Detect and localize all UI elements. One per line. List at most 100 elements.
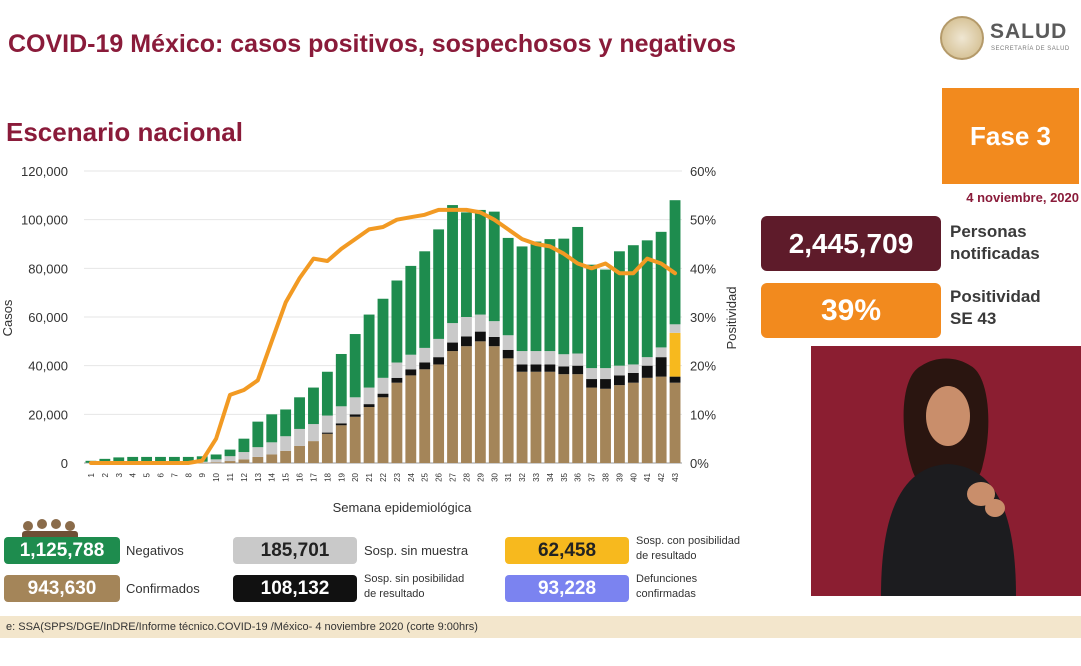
y2-tick-label: 10% bbox=[690, 407, 716, 422]
bar-segment bbox=[502, 335, 514, 350]
sin-muestra-label: Sosp. sin muestra bbox=[364, 543, 469, 558]
x-tick-label: 20 bbox=[351, 472, 360, 481]
bar-segment bbox=[447, 342, 458, 352]
bar-segment bbox=[377, 298, 389, 378]
bar-segment bbox=[600, 388, 611, 463]
bar-segment bbox=[641, 365, 653, 378]
sin-posibilidad-label: Sosp. sin posibilidad de resultado bbox=[364, 572, 464, 602]
bar-segment bbox=[600, 379, 611, 389]
bar-segment bbox=[627, 382, 639, 463]
bar-segment bbox=[586, 368, 598, 380]
bar-segment bbox=[669, 324, 681, 333]
x-tick-label: 43 bbox=[671, 472, 680, 481]
bar-segment bbox=[210, 459, 222, 463]
bar-segment bbox=[488, 211, 500, 322]
bar-segment bbox=[238, 438, 250, 453]
positivity-value: 39% bbox=[761, 283, 941, 338]
bar-segment bbox=[238, 452, 250, 460]
bar-segment bbox=[321, 415, 333, 433]
x-tick-label: 27 bbox=[449, 472, 458, 481]
x-tick-label: 38 bbox=[602, 472, 611, 481]
bar-segment bbox=[461, 317, 472, 337]
x-tick-label: 18 bbox=[323, 472, 332, 481]
y-axis-ticks: 0 20,000 40,000 60,000 80,000 100,000 120,000 bbox=[21, 164, 68, 471]
bar-segment bbox=[419, 347, 431, 363]
bar-segment bbox=[641, 357, 653, 366]
x-tick-label: 42 bbox=[657, 472, 666, 481]
bar-segment bbox=[655, 376, 667, 463]
bar-segment bbox=[99, 458, 111, 463]
x-tick-label: 21 bbox=[365, 472, 374, 481]
x-tick-label: 23 bbox=[393, 472, 402, 481]
bar-segment bbox=[294, 445, 305, 463]
y-tick-label: 20,000 bbox=[28, 407, 68, 422]
bar-segment bbox=[182, 456, 194, 463]
bar-segment bbox=[335, 353, 347, 407]
bar-segment bbox=[238, 459, 250, 463]
y2-tick-label: 30% bbox=[690, 310, 716, 325]
x-tick-label: 5 bbox=[143, 472, 152, 477]
seal-icon bbox=[940, 16, 984, 60]
x-tick-label: 36 bbox=[574, 472, 583, 481]
x-tick-label: 12 bbox=[240, 472, 249, 481]
source-footer: e: SSA(SPPS/DGE/InDRE/Informe técnico.CO… bbox=[0, 616, 1081, 638]
x-tick-label: 37 bbox=[588, 472, 597, 481]
bar-segment bbox=[321, 433, 333, 463]
defunciones-label-line2: confirmadas bbox=[636, 588, 696, 600]
con-posibilidad-label-line2: de resultado bbox=[636, 550, 697, 562]
bar-segment bbox=[461, 336, 472, 347]
y-tick-label: 80,000 bbox=[28, 261, 68, 276]
y-tick-label: 100,000 bbox=[21, 213, 68, 228]
x-tick-label: 26 bbox=[435, 472, 444, 481]
bar-segment bbox=[419, 362, 431, 370]
bar-segment bbox=[210, 462, 222, 463]
x-axis-ticks: 1 2 3 4 5 6 7 8 9 10 11 12 13 14 15 16 17 18 19 20 21 22 23 24 2… bbox=[87, 472, 680, 481]
notified-label: Personas notificadas bbox=[950, 221, 1040, 265]
positivity-label-line1: Positividad bbox=[950, 287, 1041, 306]
bar-segment bbox=[321, 371, 333, 416]
bar-segment bbox=[516, 364, 528, 372]
bar-segment bbox=[544, 364, 556, 372]
bar-segment bbox=[252, 421, 264, 448]
bar-segment bbox=[558, 238, 570, 355]
bar-segment bbox=[433, 229, 445, 339]
x-tick-label: 39 bbox=[615, 472, 624, 481]
bar-segment bbox=[572, 374, 584, 463]
bar-segment bbox=[447, 351, 458, 463]
bar-segment bbox=[280, 436, 292, 451]
bar-segment bbox=[349, 414, 361, 417]
bar-segment bbox=[321, 432, 333, 434]
bar-segment bbox=[502, 349, 514, 359]
bar-segment bbox=[516, 371, 528, 463]
bar-segment bbox=[586, 387, 598, 463]
positivity-line bbox=[89, 207, 677, 465]
x-tick-label: 32 bbox=[518, 472, 527, 481]
bar-segment bbox=[488, 321, 500, 337]
bar-segment bbox=[405, 354, 417, 370]
bar-segment bbox=[280, 409, 292, 437]
bar-segment bbox=[641, 377, 653, 463]
confirmados-value: 943,630 bbox=[4, 575, 120, 602]
bar-segment bbox=[641, 240, 653, 358]
chart-bars bbox=[85, 200, 681, 464]
y2-tick-label: 20% bbox=[690, 359, 716, 374]
x-tick-label: 7 bbox=[170, 472, 179, 477]
con-posibilidad-label: Sosp. con posibilidad de resultado bbox=[636, 534, 740, 564]
x-tick-label: 17 bbox=[309, 472, 318, 481]
bar-segment bbox=[405, 375, 417, 463]
positivity-label-line2: SE 43 bbox=[950, 309, 997, 328]
x-tick-label: 2 bbox=[101, 472, 110, 477]
sin-posibilidad-label-line2: de resultado bbox=[364, 588, 425, 600]
confirmados-label: Confirmados bbox=[126, 581, 200, 596]
positivity-label: Positividad SE 43 bbox=[950, 286, 1041, 330]
bar-segment bbox=[516, 246, 528, 352]
bar-segment bbox=[419, 251, 431, 348]
x-tick-label: 14 bbox=[268, 472, 277, 481]
bar-segment bbox=[224, 461, 236, 463]
x-tick-label: 22 bbox=[379, 472, 388, 481]
x-tick-label: 35 bbox=[560, 472, 569, 481]
bar-segment bbox=[155, 456, 166, 463]
bar-segment bbox=[252, 456, 264, 463]
phase-badge: Fase 3 bbox=[942, 88, 1079, 184]
bar-segment bbox=[558, 354, 570, 367]
